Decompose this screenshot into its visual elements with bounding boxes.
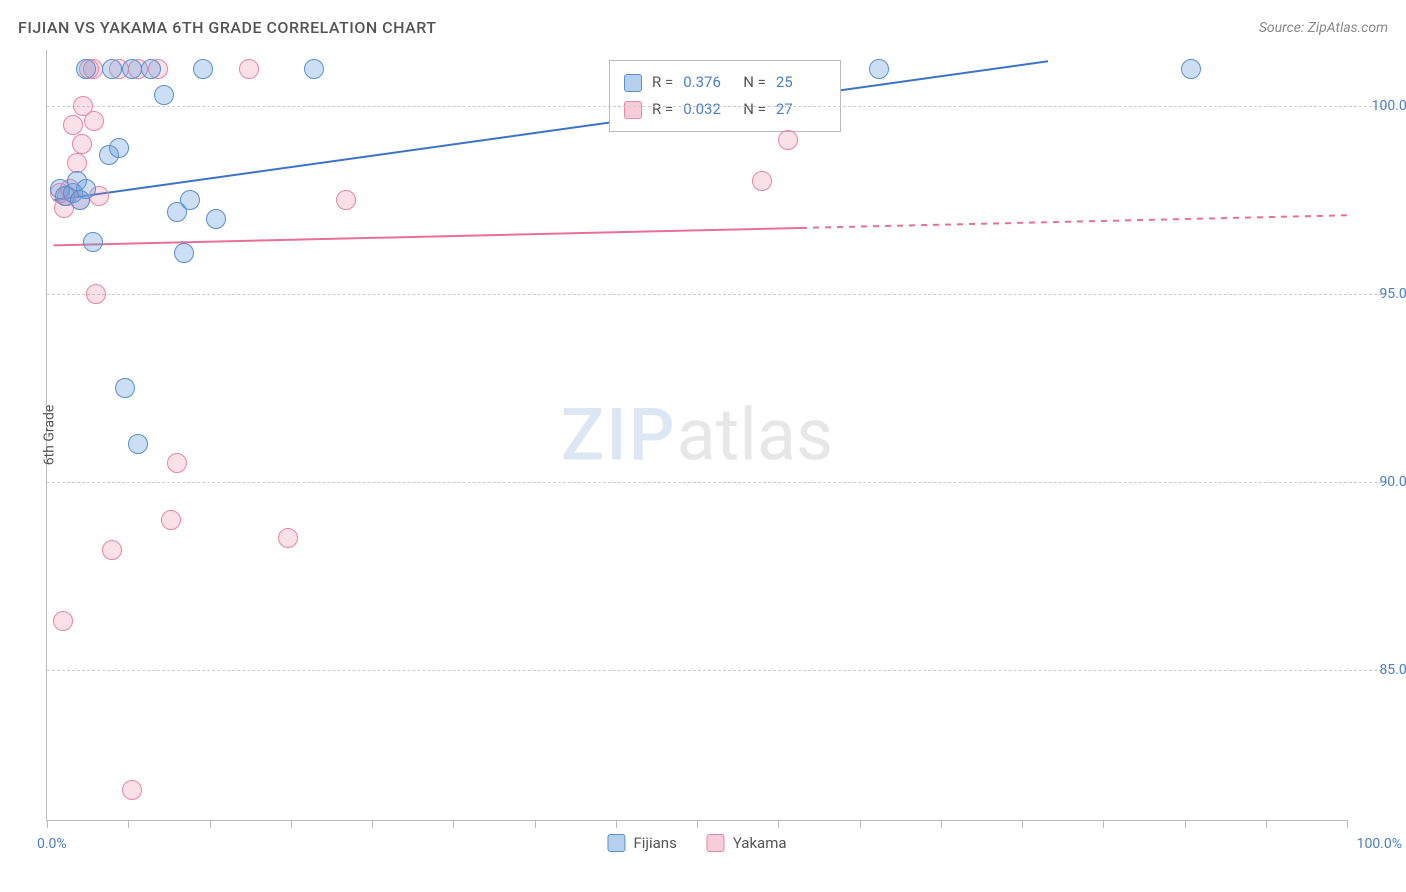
yakama-marker xyxy=(167,453,187,473)
x-tick-mark xyxy=(778,820,779,828)
n-value-yakama: 27 xyxy=(776,96,826,123)
x-tick-mark xyxy=(291,820,292,828)
yakama-marker xyxy=(161,510,181,530)
r-value-yakama: 0.032 xyxy=(683,96,733,123)
fijians-marker xyxy=(1181,59,1201,79)
r-value-fijians: 0.376 xyxy=(683,69,733,96)
fijians-marker xyxy=(83,232,103,252)
fijians-marker xyxy=(869,59,889,79)
n-label: N = xyxy=(743,96,766,123)
x-tick-mark xyxy=(372,820,373,828)
x-tick-mark xyxy=(128,820,129,828)
fijians-marker xyxy=(206,209,226,229)
swatch-pink-icon xyxy=(624,101,642,119)
fijians-marker xyxy=(304,59,324,79)
yakama-marker xyxy=(67,153,87,173)
yakama-marker xyxy=(122,780,142,800)
title-bar: FIJIAN VS YAKAMA 6TH GRADE CORRELATION C… xyxy=(18,18,1388,37)
yakama-marker xyxy=(239,59,259,79)
legend-label-yakama: Yakama xyxy=(733,834,787,852)
x-tick-mark xyxy=(1185,820,1186,828)
yakama-marker xyxy=(278,528,298,548)
x-tick-mark xyxy=(1022,820,1023,828)
y-axis-label: 6th Grade xyxy=(41,405,57,466)
swatch-blue-icon xyxy=(624,74,642,92)
yakama-marker xyxy=(84,111,104,131)
x-tick-mark xyxy=(860,820,861,828)
fijians-marker xyxy=(180,190,200,210)
x-tick-mark xyxy=(1347,820,1348,828)
x-axis-max-label: 100.0% xyxy=(1357,836,1402,852)
gridline-h xyxy=(47,294,1387,295)
n-value-fijians: 25 xyxy=(776,69,826,96)
fijians-marker xyxy=(174,243,194,263)
x-tick-mark xyxy=(453,820,454,828)
yakama-marker xyxy=(53,611,73,631)
x-tick-mark xyxy=(535,820,536,828)
stats-row-yakama: R = 0.032 N = 27 xyxy=(624,96,826,123)
x-tick-mark xyxy=(47,820,48,828)
fijians-marker xyxy=(141,59,161,79)
fijians-marker xyxy=(122,59,142,79)
fijians-marker xyxy=(154,85,174,105)
fijians-marker xyxy=(109,138,129,158)
y-tick-label: 100.0% xyxy=(1372,98,1406,114)
x-tick-mark xyxy=(210,820,211,828)
stats-legend: R = 0.376 N = 25 R = 0.032 N = 27 xyxy=(609,60,841,132)
x-tick-mark xyxy=(1103,820,1104,828)
yakama-marker xyxy=(102,540,122,560)
fijians-marker xyxy=(115,378,135,398)
chart-source: Source: ZipAtlas.com xyxy=(1259,20,1388,36)
yakama-marker xyxy=(86,284,106,304)
gridline-h xyxy=(47,106,1387,107)
x-tick-mark xyxy=(941,820,942,828)
gridline-h xyxy=(47,670,1387,671)
fijians-marker xyxy=(76,179,96,199)
watermark-atlas: atlas xyxy=(677,393,834,478)
stats-row-fijians: R = 0.376 N = 25 xyxy=(624,69,826,96)
bottom-legend: Fijians Yakama xyxy=(607,834,786,852)
x-axis-min-label: 0.0% xyxy=(37,836,67,852)
swatch-blue-icon xyxy=(607,834,625,852)
r-label: R = xyxy=(652,69,673,96)
y-tick-label: 95.0% xyxy=(1379,286,1406,302)
fijians-marker xyxy=(193,59,213,79)
yakama-marker xyxy=(778,130,798,150)
yakama-marker xyxy=(752,171,772,191)
chart-title: FIJIAN VS YAKAMA 6TH GRADE CORRELATION C… xyxy=(18,18,437,37)
yakama-marker xyxy=(336,190,356,210)
fijians-marker xyxy=(128,434,148,454)
yakama-marker xyxy=(63,115,83,135)
y-tick-label: 90.0% xyxy=(1379,474,1406,490)
watermark-zip: ZIP xyxy=(561,393,677,478)
legend-label-fijians: Fijians xyxy=(633,834,676,852)
trend-lines xyxy=(47,50,1347,820)
x-tick-mark xyxy=(697,820,698,828)
plot-area: 6th Grade ZIPatlas R = 0.376 N = 25 R = … xyxy=(46,50,1347,821)
yakama-marker xyxy=(72,134,92,154)
x-tick-mark xyxy=(616,820,617,828)
swatch-pink-icon xyxy=(707,834,725,852)
legend-item-yakama: Yakama xyxy=(707,834,787,852)
watermark: ZIPatlas xyxy=(561,393,833,478)
fijians-marker xyxy=(76,59,96,79)
r-label: R = xyxy=(652,96,673,123)
gridline-h xyxy=(47,482,1387,483)
n-label: N = xyxy=(743,69,766,96)
fijians-marker xyxy=(102,59,122,79)
x-tick-mark xyxy=(1266,820,1267,828)
y-tick-label: 85.0% xyxy=(1379,662,1406,678)
legend-item-fijians: Fijians xyxy=(607,834,676,852)
